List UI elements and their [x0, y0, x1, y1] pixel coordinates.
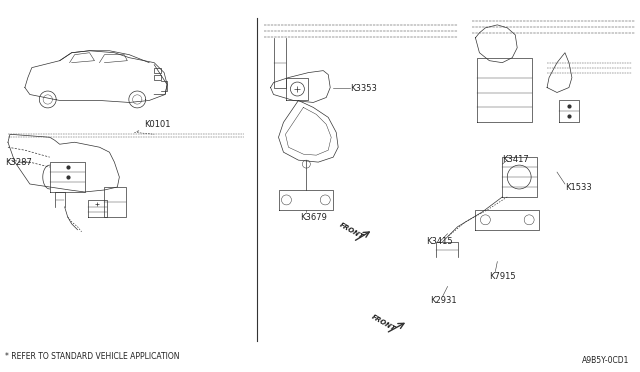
Text: FRONT: FRONT	[370, 314, 396, 332]
Bar	[104, 187, 126, 217]
Text: A9B5Y-0CD1: A9B5Y-0CD1	[582, 356, 629, 365]
Text: K3679: K3679	[300, 213, 327, 222]
Text: K3417: K3417	[502, 155, 529, 164]
Bar	[154, 75, 161, 80]
Text: K3353: K3353	[350, 83, 377, 93]
Text: K1533: K1533	[565, 183, 592, 192]
Text: K3415: K3415	[426, 237, 452, 246]
Text: K7915: K7915	[490, 273, 516, 282]
Text: K2931: K2931	[429, 296, 456, 305]
Bar	[154, 68, 161, 73]
Text: * REFER TO STANDARD VEHICLE APPLICATION: * REFER TO STANDARD VEHICLE APPLICATION	[0, 371, 1, 372]
Text: FRONT: FRONT	[338, 222, 364, 241]
Text: K0101: K0101	[137, 120, 171, 131]
Text: * REFER TO STANDARD VEHICLE APPLICATION: * REFER TO STANDARD VEHICLE APPLICATION	[5, 352, 179, 361]
Text: K3287: K3287	[5, 158, 32, 167]
